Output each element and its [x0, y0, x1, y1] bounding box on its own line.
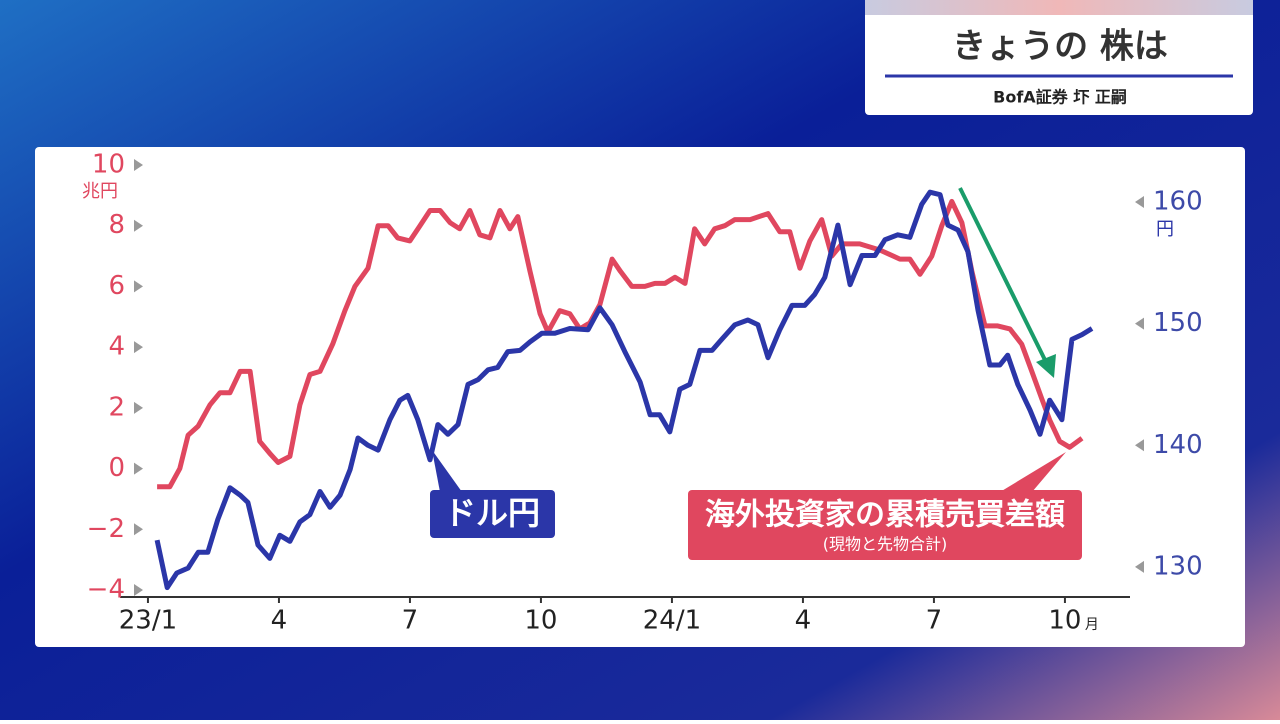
x-tick-label: 24/1 [643, 606, 701, 636]
y-tick-mark [134, 523, 143, 536]
x-tick-label: 23/1 [119, 606, 177, 636]
x-tick-label: 10 [524, 606, 557, 636]
header-title: きょうの 株は [952, 27, 1168, 67]
y-tick-mark [134, 401, 143, 414]
callout-box [430, 490, 555, 538]
y2-tick-label: 150 [1153, 308, 1203, 338]
y-tick-mark [134, 219, 143, 232]
y-tick-label: 8 [108, 210, 125, 240]
y-tick-mark [134, 159, 143, 171]
y-axis-unit: 兆円 [82, 181, 118, 202]
y-tick-label: 2 [108, 392, 125, 422]
annotation: (現物と先物合計) [823, 535, 948, 554]
trend-arrow [958, 187, 1048, 363]
y-tick-label: 6 [108, 271, 125, 301]
y-tick-label: −4 [87, 575, 125, 605]
y2-tick-label: 140 [1153, 430, 1203, 460]
x-tick-label: 7 [402, 606, 419, 636]
y2-tick-mark [1135, 317, 1144, 330]
y2-tick-label: 160 [1153, 186, 1203, 216]
y2-tick-label: 130 [1153, 551, 1203, 581]
y2-tick-mark [1135, 195, 1144, 208]
y-tick-label: 4 [108, 332, 125, 362]
annotation: ドル円 [444, 494, 540, 532]
y-tick-label: −2 [87, 514, 125, 544]
x-tick-label: 10 [1048, 606, 1081, 636]
series-line [154, 189, 1094, 591]
callout-pointer [432, 450, 462, 492]
header-strip [865, 0, 1253, 15]
header-subtitle: BofA証券 圷 正嗣 [993, 88, 1127, 107]
annotation: 海外投資家の累積売買差額 [705, 498, 1065, 533]
y2-axis-unit: 円 [1156, 219, 1174, 240]
y2-tick-mark [1135, 439, 1144, 452]
header-box [865, 0, 1253, 115]
y2-tick-mark [1135, 560, 1144, 573]
y-tick-label: 0 [108, 453, 125, 483]
y-tick-mark [134, 584, 143, 596]
y-tick-mark [134, 280, 143, 293]
callout-pointer [1000, 452, 1066, 492]
x-tick-label: 7 [926, 606, 943, 636]
x-tick-label: 4 [271, 606, 288, 636]
y-tick-mark [134, 341, 143, 354]
y-tick-mark [134, 462, 143, 475]
x-tick-label: 4 [795, 606, 812, 636]
trend-arrowhead [1036, 354, 1056, 378]
callout-box [688, 490, 1082, 560]
x-axis-unit: 月 [1085, 617, 1099, 633]
y-tick-label: 10 [92, 150, 125, 180]
